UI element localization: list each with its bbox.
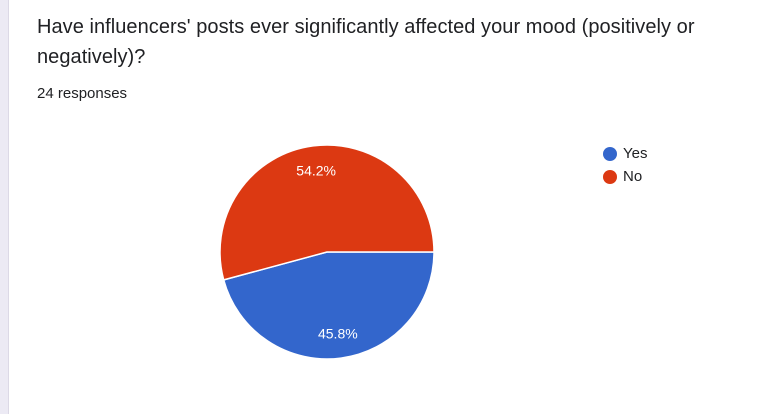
- question-title: Have influencers' posts ever significant…: [37, 16, 695, 68]
- pie-slice-yes[interactable]: [222, 251, 435, 360]
- pie-slice-no[interactable]: [219, 144, 435, 281]
- legend-swatch-yes: [603, 146, 617, 161]
- chart-legend: Yes No: [603, 142, 647, 188]
- legend-item-no[interactable]: No: [603, 165, 647, 188]
- legend-label-no: No: [623, 168, 643, 185]
- pie-chart: 45.8% 54.2%: [219, 144, 435, 360]
- legend-swatch-no: [603, 169, 617, 184]
- response-count: 24 responses: [37, 85, 128, 102]
- pie-label-yes: 45.8%: [318, 326, 358, 342]
- legend-item-yes[interactable]: Yes: [603, 142, 647, 165]
- question-card: Have influencers' posts ever significant…: [10, 0, 768, 414]
- page-left-edge: [0, 0, 9, 414]
- legend-label-yes: Yes: [623, 145, 648, 162]
- pie-label-no: 54.2%: [296, 162, 336, 178]
